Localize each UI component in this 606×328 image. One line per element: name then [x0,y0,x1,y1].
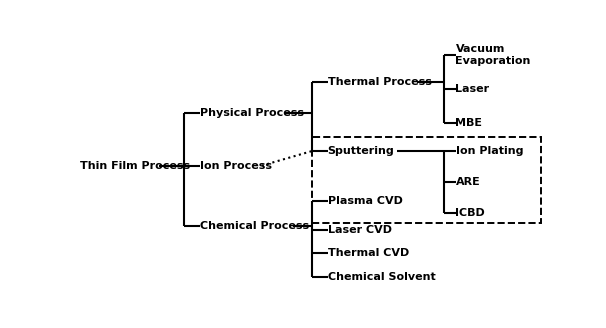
Text: Chemical Solvent: Chemical Solvent [328,272,435,281]
Bar [312,137,541,223]
Text: Plasma CVD: Plasma CVD [328,196,402,206]
Text: Physical Process: Physical Process [200,108,304,117]
Text: Thermal CVD: Thermal CVD [328,248,409,258]
Text: Thin Film Process: Thin Film Process [79,161,190,171]
Text: ARE: ARE [456,177,480,187]
Text: ICBD: ICBD [456,208,485,217]
Text: Laser: Laser [456,84,490,94]
Text: Ion Plating: Ion Plating [456,146,523,156]
Text: Thermal Process: Thermal Process [328,77,431,87]
Text: Ion Process: Ion Process [200,161,271,171]
Text: MBE: MBE [456,117,482,128]
Text: Sputtering: Sputtering [328,146,395,156]
Text: Vacuum
Evaporation: Vacuum Evaporation [456,44,531,66]
Text: Chemical Process: Chemical Process [200,221,309,231]
Text: Laser CVD: Laser CVD [328,225,391,235]
